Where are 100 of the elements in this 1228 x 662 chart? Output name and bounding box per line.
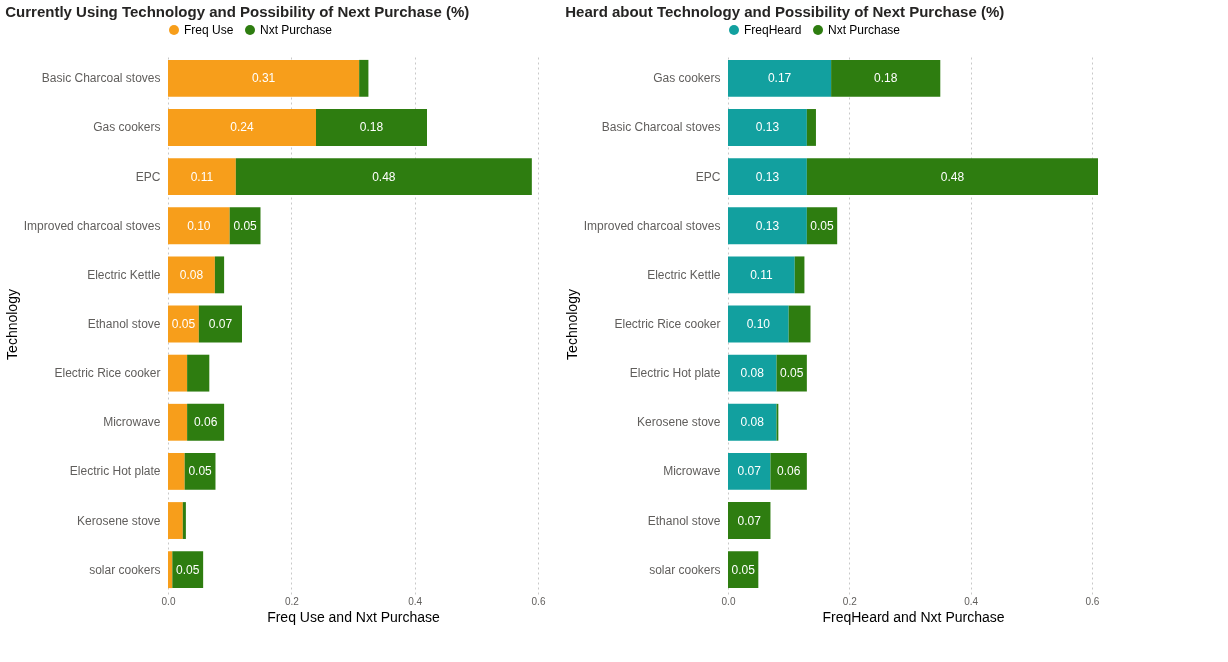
data-label: 0.48 [940,169,965,184]
chart-title: Heard about Technology and Possibility of Next Purchase (%) [565,3,1005,20]
bar [806,158,1098,196]
bar [168,502,183,539]
x-tick-label: 0.4 [964,595,979,607]
x-tick-label: 0.0 [721,595,736,607]
bar [235,158,532,196]
bar [168,354,188,392]
x-tick-label: 0.6 [531,595,546,607]
bar [728,158,807,196]
data-label: 0.05 [780,366,804,381]
bar [728,305,789,343]
bar [172,551,204,589]
bar [788,305,811,343]
data-label: 0.17 [767,71,792,86]
x-axis-title: FreqHeard and Nxt Purchase [822,608,1005,625]
bar [728,502,771,539]
bar [198,305,242,343]
x-tick-label: 0.2 [284,595,300,607]
y-tick-label: Ethanol stove [87,317,161,331]
bar [182,502,186,539]
data-label: 0.13 [755,120,780,135]
y-tick-label: Kerosene stove [77,513,161,528]
bar [728,403,777,441]
data-label: 0.07 [737,513,762,528]
data-label: 0.05 [810,218,835,233]
bar [316,109,427,146]
data-label: 0.08 [740,415,765,430]
data-label: 0.05 [176,562,200,577]
x-tick-label: 0.4 [408,595,423,607]
legend-label: FreqHeard [744,23,802,37]
bar [359,59,369,97]
legend-label: Freq Use [184,23,234,37]
x-tick-label: 0.0 [161,595,176,607]
data-label: 0.05 [233,218,258,233]
bar [728,207,807,245]
data-label: 0.13 [755,218,780,233]
data-label: 0.07 [208,317,233,331]
y-tick-label: Basic Charcoal stoves [41,71,161,86]
y-axis-title: Technology [563,289,580,360]
y-tick-label: Gas cookers [653,71,721,86]
bar [794,256,805,294]
data-label: 0.05 [731,562,756,577]
y-tick-label: Electric Hot plate [629,366,721,381]
legend-label: Nxt Purchase [828,23,901,37]
y-tick-label: EPC [695,169,721,184]
chart-title: Currently Using Technology and Possibility of Next Purchase (%) [5,3,470,20]
bar [214,256,225,294]
bar [168,256,215,294]
y-tick-label: Ethanol stove [647,513,721,528]
data-label: 0.06 [776,464,801,479]
data-label: 0.10 [746,317,771,331]
y-tick-label: EPC [135,169,161,184]
data-label: 0.18 [359,120,384,135]
data-label: 0.11 [750,267,773,282]
y-tick-label: Electric Kettle [87,267,161,282]
x-tick-label: 0.6 [1085,595,1100,607]
data-label: 0.31 [251,71,276,86]
y-tick-label: Kerosene stove [637,415,721,430]
data-label: 0.48 [372,169,396,184]
bar [168,452,185,490]
x-tick-label: 0.2 [842,595,858,607]
bar [168,403,188,441]
data-label: 0.07 [737,464,762,479]
bar [728,256,795,294]
data-label: 0.05 [188,464,213,479]
data-label: 0.06 [193,415,218,430]
data-label: 0.13 [755,169,780,184]
y-tick-label: Electric Rice cooker [614,317,721,331]
y-tick-label: Improved charcoal stoves [23,218,161,233]
y-axis-title: Technology [3,289,20,360]
y-tick-label: Microwave [103,415,161,430]
bar [187,403,225,441]
y-tick-label: solar cookers [649,562,721,577]
y-tick-label: Electric Rice cooker [54,366,161,381]
bar [168,109,316,146]
y-tick-label: Gas cookers [93,120,161,135]
y-tick-label: Improved charcoal stoves [583,218,721,233]
data-label: 0.10 [187,218,211,233]
bar [168,207,230,245]
y-tick-label: Electric Hot plate [69,464,161,479]
bar [728,109,807,146]
y-tick-label: solar cookers [89,562,161,577]
bar [168,158,236,196]
bar [168,59,360,97]
bar [806,109,816,146]
bar [187,354,210,392]
bar [831,59,941,97]
bar [728,59,832,97]
bar [229,207,261,245]
data-label: 0.18 [874,71,898,86]
bar [728,452,771,490]
y-tick-label: Electric Kettle [647,267,721,282]
bar [728,354,777,392]
x-axis-title: Freq Use and Nxt Purchase [267,608,441,625]
data-label: 0.24 [230,120,254,135]
data-label: 0.11 [190,169,214,184]
bar [168,551,173,589]
data-label: 0.08 [740,366,765,381]
legend-label: Nxt Purchase [260,23,333,37]
